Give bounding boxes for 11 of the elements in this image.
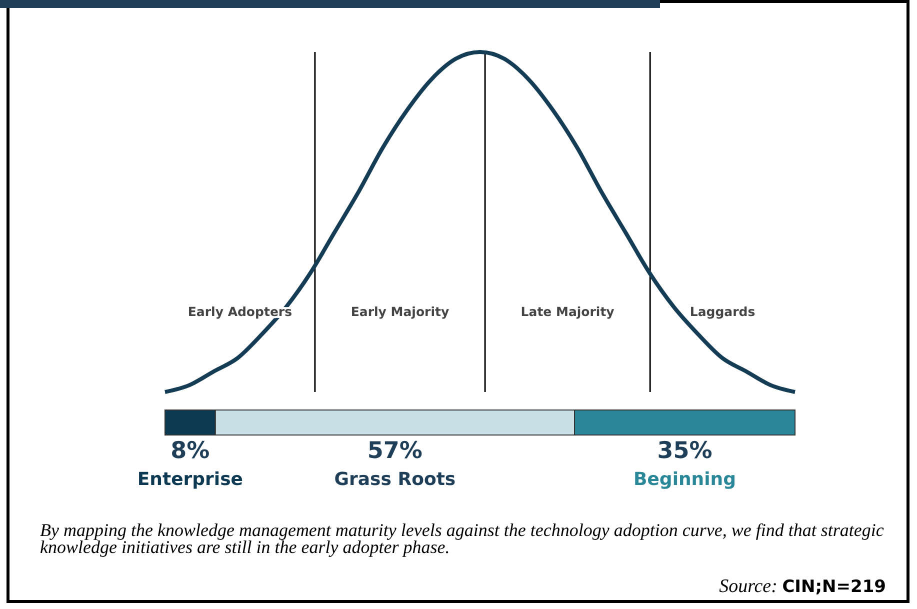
annotation: Early Majority xyxy=(350,304,450,319)
text: Enterprise xyxy=(137,469,244,490)
annotation: Late Majority xyxy=(520,304,614,319)
data-label: 35% xyxy=(657,438,712,464)
series-label: Beginning xyxy=(634,469,736,490)
source-note: Source: CIN;N=219 xyxy=(719,576,886,597)
series-label: Grass Roots xyxy=(334,469,456,490)
data-label: 57% xyxy=(367,438,422,464)
text: By mapping the knowledge management maturity levels against the technology adoption curve, we find that strategic knowledge initiatives are still in the early adopter phase. xyxy=(40,521,885,557)
annotation: Laggards xyxy=(690,304,756,319)
data-label: 8% xyxy=(170,438,210,464)
